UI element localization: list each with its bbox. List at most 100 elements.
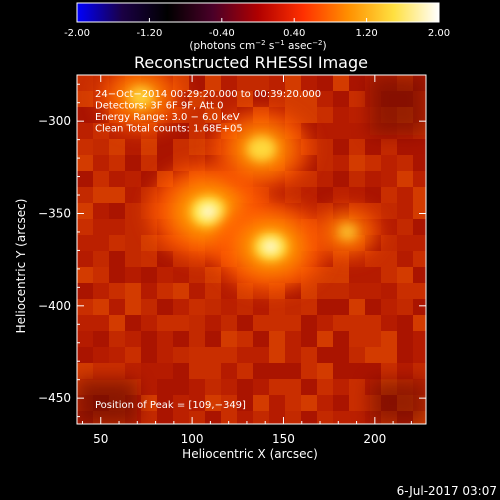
background-cell xyxy=(333,379,349,395)
background-cell xyxy=(189,347,205,363)
background-cell xyxy=(349,155,365,171)
info-line: Clean Total counts: 1.68E+05 xyxy=(95,124,243,135)
plot-title: Reconstructed RHESSI Image xyxy=(134,53,368,72)
background-cell xyxy=(157,347,173,363)
background-cell xyxy=(109,171,125,187)
background-cell xyxy=(109,187,125,203)
background-cell xyxy=(189,395,205,411)
background-cell xyxy=(221,347,237,363)
background-cell xyxy=(109,347,125,363)
background-cell xyxy=(141,267,157,283)
background-cell xyxy=(237,331,253,347)
background-cell xyxy=(93,203,109,219)
info-line: 24−Oct−2014 00:29:20.000 to 00:39:20.000 xyxy=(95,89,321,100)
background-cell xyxy=(365,299,381,315)
y-tick-label: −350 xyxy=(38,206,71,220)
colorbar-ticks: -2.00 -1.20 -0.40 0.40 1.20 2.00 xyxy=(64,18,450,39)
background-cell xyxy=(157,283,173,299)
background-cell xyxy=(205,91,221,107)
info-line: Energy Range: 3.0 − 6.0 keV xyxy=(95,112,240,123)
background-cell xyxy=(93,283,109,299)
background-cell xyxy=(77,299,93,315)
background-cell xyxy=(77,363,93,379)
background-cell xyxy=(413,235,426,251)
background-cell xyxy=(237,411,253,424)
background-cell xyxy=(397,347,413,363)
background-cell xyxy=(301,347,317,363)
background-cell xyxy=(317,139,333,155)
background-cell xyxy=(173,347,189,363)
background-cell xyxy=(77,107,93,123)
dark-region xyxy=(370,75,426,135)
background-cell xyxy=(157,251,173,267)
background-cell xyxy=(205,299,221,315)
background-cell xyxy=(365,363,381,379)
background-cell xyxy=(397,283,413,299)
background-cell xyxy=(381,235,397,251)
background-cell xyxy=(397,203,413,219)
background-cell xyxy=(189,299,205,315)
background-cell xyxy=(221,331,237,347)
background-cell xyxy=(77,267,93,283)
background-cell xyxy=(381,251,397,267)
dark-region xyxy=(77,380,137,424)
background-cell xyxy=(189,139,205,155)
background-cell xyxy=(141,411,157,424)
background-cell xyxy=(301,107,317,123)
background-cell xyxy=(141,235,157,251)
background-cell xyxy=(381,171,397,187)
background-cell xyxy=(397,155,413,171)
background-cell xyxy=(269,91,285,107)
background-cell xyxy=(253,315,269,331)
background-cell xyxy=(365,155,381,171)
background-cell xyxy=(125,283,141,299)
background-cell xyxy=(365,187,381,203)
background-cell xyxy=(301,91,317,107)
background-cell xyxy=(317,91,333,107)
background-cell xyxy=(333,107,349,123)
background-cell xyxy=(413,155,426,171)
background-cell xyxy=(157,331,173,347)
background-cell xyxy=(77,347,93,363)
background-cell xyxy=(173,411,189,424)
background-cell xyxy=(173,299,189,315)
background-cell xyxy=(349,91,365,107)
background-cell xyxy=(157,267,173,283)
background-cell xyxy=(93,123,109,139)
background-cell xyxy=(237,299,253,315)
background-cell xyxy=(189,283,205,299)
background-cell xyxy=(333,411,349,424)
footer-timestamp: 6-Jul-2017 03:07 xyxy=(397,484,497,498)
background-cell xyxy=(349,379,365,395)
background-cell xyxy=(349,363,365,379)
background-cell xyxy=(381,363,397,379)
background-cell xyxy=(141,315,157,331)
background-cell xyxy=(157,139,173,155)
y-tick-label: −450 xyxy=(38,391,71,405)
background-cell xyxy=(397,363,413,379)
background-cell xyxy=(333,267,349,283)
background-cell xyxy=(141,155,157,171)
background-cell xyxy=(189,267,205,283)
background-cell xyxy=(253,299,269,315)
background-cell xyxy=(141,171,157,187)
background-cell xyxy=(413,187,426,203)
background-cell xyxy=(173,123,189,139)
background-cell xyxy=(221,91,237,107)
background-cell xyxy=(317,187,333,203)
background-cell xyxy=(189,75,205,91)
background-cell xyxy=(173,283,189,299)
colorbar-tick-label: 0.40 xyxy=(283,28,305,39)
background-cell xyxy=(381,267,397,283)
background-cell xyxy=(189,379,205,395)
y-tick-label: −300 xyxy=(38,114,71,128)
background-cell xyxy=(205,283,221,299)
background-cell xyxy=(205,395,221,411)
background-cell xyxy=(109,267,125,283)
background-cell xyxy=(333,331,349,347)
background-cell xyxy=(349,171,365,187)
background-cell xyxy=(317,379,333,395)
background-cell xyxy=(109,251,125,267)
background-cell xyxy=(317,411,333,424)
background-cell xyxy=(285,363,301,379)
